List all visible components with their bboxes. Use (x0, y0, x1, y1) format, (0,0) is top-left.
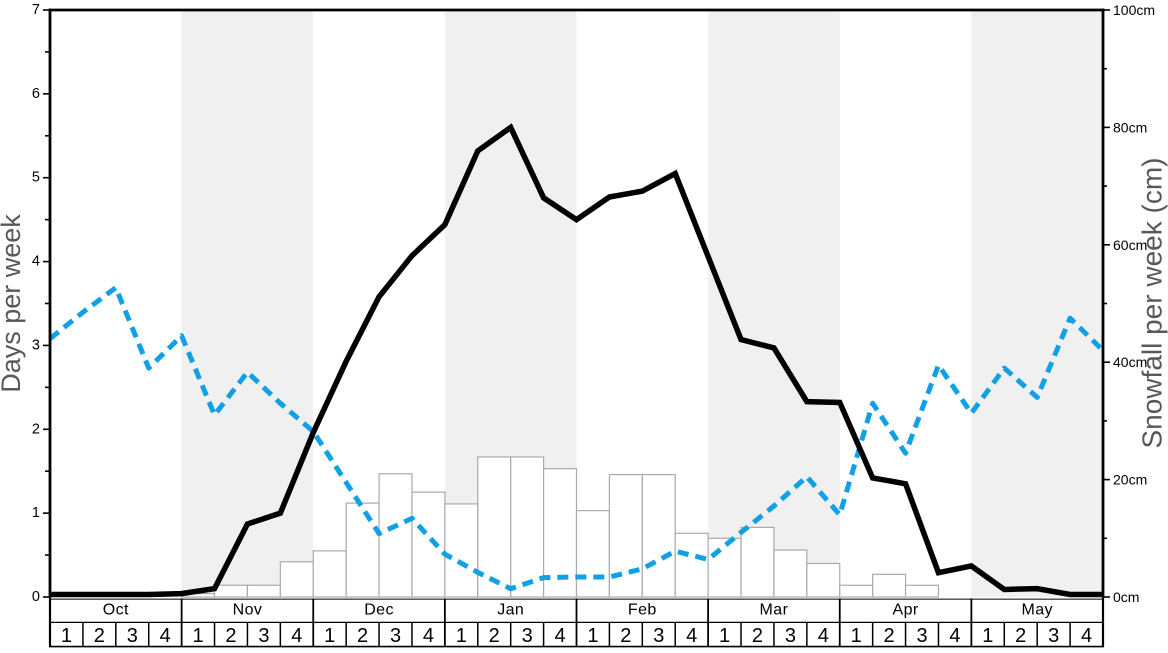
svg-text:2: 2 (94, 625, 105, 647)
svg-text:20cm: 20cm (1113, 472, 1147, 488)
svg-text:1: 1 (32, 505, 40, 521)
svg-text:Apr: Apr (893, 601, 919, 618)
svg-text:1: 1 (587, 625, 598, 647)
svg-text:2: 2 (752, 625, 763, 647)
svg-text:2: 2 (884, 625, 895, 647)
svg-text:6: 6 (32, 86, 40, 102)
svg-text:2: 2 (357, 625, 368, 647)
svg-text:4: 4 (818, 625, 829, 647)
svg-text:3: 3 (916, 625, 927, 647)
svg-text:Mar: Mar (760, 601, 789, 618)
svg-text:Dec: Dec (364, 601, 394, 618)
svg-text:3: 3 (258, 625, 269, 647)
svg-text:1: 1 (324, 625, 335, 647)
svg-text:60cm: 60cm (1113, 237, 1147, 253)
svg-text:Jan: Jan (497, 601, 524, 618)
svg-text:4: 4 (1081, 625, 1092, 647)
svg-text:Oct: Oct (103, 601, 129, 618)
svg-text:3: 3 (522, 625, 533, 647)
svg-text:1: 1 (719, 625, 730, 647)
svg-text:80cm: 80cm (1113, 119, 1147, 135)
svg-text:1: 1 (982, 625, 993, 647)
svg-text:Days per week: Days per week (0, 214, 26, 393)
svg-text:100cm: 100cm (1113, 2, 1155, 18)
svg-text:4: 4 (291, 625, 302, 647)
svg-text:1: 1 (456, 625, 467, 647)
svg-text:2: 2 (225, 625, 236, 647)
svg-text:3: 3 (785, 625, 796, 647)
svg-text:3: 3 (390, 625, 401, 647)
svg-text:0: 0 (32, 589, 40, 605)
svg-text:May: May (1021, 601, 1052, 618)
svg-text:4: 4 (423, 625, 434, 647)
svg-text:4: 4 (554, 625, 565, 647)
svg-text:3: 3 (127, 625, 138, 647)
svg-text:4: 4 (32, 254, 40, 270)
svg-text:2: 2 (620, 625, 631, 647)
svg-text:Nov: Nov (233, 601, 263, 618)
svg-text:1: 1 (851, 625, 862, 647)
svg-text:4: 4 (949, 625, 960, 647)
svg-text:2: 2 (32, 421, 40, 437)
svg-text:3: 3 (32, 337, 40, 353)
svg-text:4: 4 (686, 625, 697, 647)
svg-text:1: 1 (193, 625, 204, 647)
svg-text:0cm: 0cm (1113, 589, 1139, 605)
svg-text:3: 3 (653, 625, 664, 647)
svg-text:7: 7 (32, 2, 40, 18)
svg-text:2: 2 (1015, 625, 1026, 647)
svg-text:3: 3 (1048, 625, 1059, 647)
svg-text:2: 2 (489, 625, 500, 647)
svg-text:5: 5 (32, 170, 40, 186)
svg-text:Feb: Feb (628, 601, 657, 618)
svg-text:1: 1 (61, 625, 72, 647)
svg-text:4: 4 (160, 625, 171, 647)
svg-text:Snowfall per week (cm): Snowfall per week (cm) (1137, 158, 1168, 449)
svg-text:40cm: 40cm (1113, 354, 1147, 370)
